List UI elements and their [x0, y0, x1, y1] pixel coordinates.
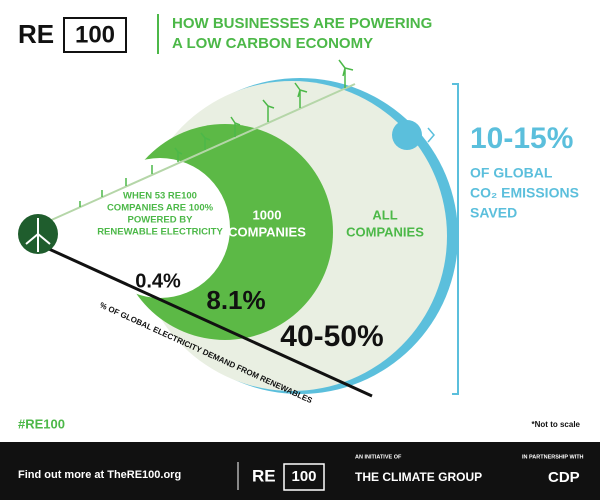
- title-line: A LOW CARBON ECONOMY: [172, 35, 373, 52]
- outcome-line: OF GLOBAL: [470, 165, 553, 181]
- circle-label: ALL: [372, 207, 397, 222]
- outcome-line: CO₂ EMISSIONS: [470, 185, 579, 201]
- initiative-caption: AN INITIATIVE OF: [355, 454, 402, 460]
- windmill-blades: [25, 218, 51, 252]
- footer-logo-100: 100: [291, 468, 316, 485]
- cone-top: [37, 83, 356, 227]
- circle-label: COMPANIES ARE 100%: [107, 203, 214, 214]
- partner-caption: IN PARTNERSHIP WITH: [522, 454, 584, 460]
- hashtag: #RE100: [18, 416, 65, 431]
- circle-value: 40-50%: [280, 320, 383, 353]
- initiative: THE CLIMATE GROUP: [355, 470, 482, 484]
- circle-value: 8.1%: [206, 285, 265, 315]
- footer-logo-box: [283, 463, 325, 491]
- logo-100: 100: [75, 21, 115, 48]
- circle-label: 1000: [253, 207, 282, 222]
- partner: CDP: [548, 469, 580, 486]
- turbines: [79, 59, 354, 207]
- outcome-value: 10-15%: [470, 122, 573, 155]
- circle-value: 0.4%: [135, 270, 181, 292]
- logo-re: RE: [18, 19, 54, 49]
- globe-icon: [392, 120, 422, 150]
- circle-label: RENEWABLE ELECTRICITY: [97, 227, 223, 238]
- logo-box: [63, 17, 127, 53]
- cone-bottom: [37, 242, 373, 398]
- circle-label: POWERED BY: [128, 215, 194, 226]
- bracket: [452, 83, 459, 395]
- circle-label: COMPANIES: [346, 224, 424, 239]
- footer-logo-re: RE: [252, 466, 276, 485]
- note: *Not to scale: [532, 420, 581, 429]
- footer-link[interactable]: Find out more at TheRE100.org: [18, 469, 181, 481]
- title-line: HOW BUSINESSES ARE POWERING: [172, 15, 432, 32]
- circle-label: COMPANIES: [228, 224, 306, 239]
- circle-label: WHEN 53 RE100: [123, 191, 197, 202]
- re100-circle: [90, 158, 230, 298]
- outcome-line: SAVED: [470, 205, 517, 221]
- arrow: [427, 127, 435, 143]
